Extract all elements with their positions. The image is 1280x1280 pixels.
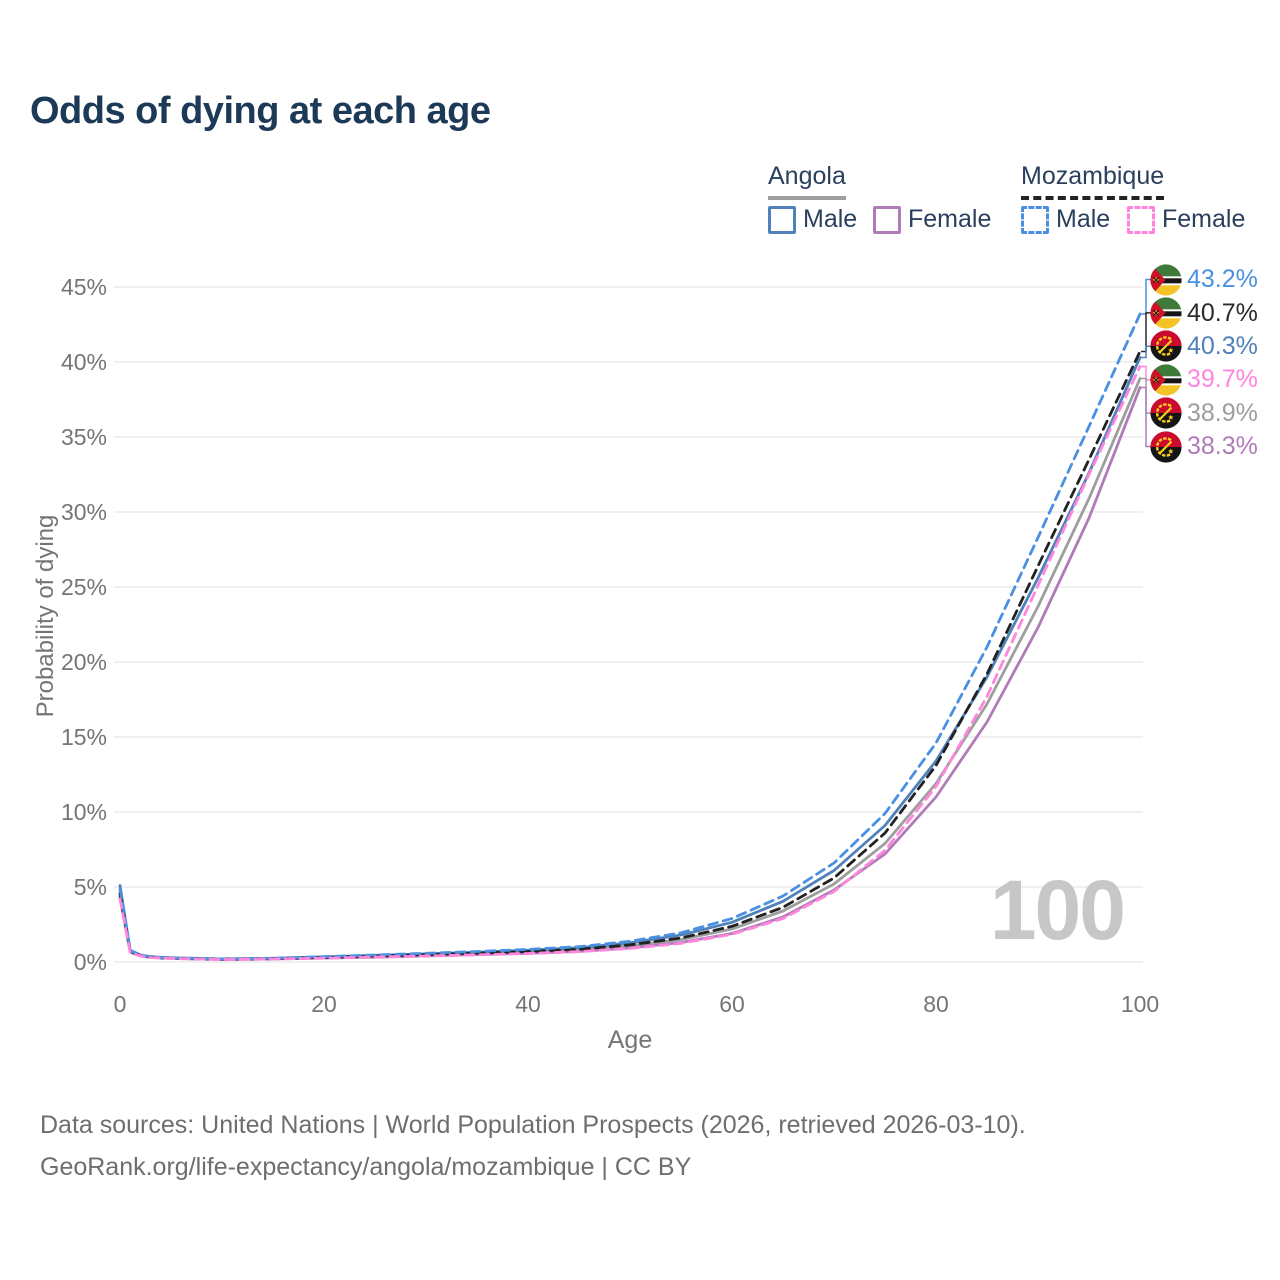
- end-label-row: 38.9%: [1150, 397, 1258, 430]
- legend-item-angola-male[interactable]: Male: [768, 205, 857, 234]
- x-tick-label-0: 0: [114, 991, 127, 1017]
- y-tick-label-40: 40%: [61, 349, 107, 375]
- series-end-labels: 43.2% 40.7%: [1150, 263, 1258, 463]
- angola-male-swatch: [768, 205, 796, 234]
- data-source-line: Data sources: United Nations | World Pop…: [40, 1111, 1026, 1139]
- mozambique-female-swatch: [1127, 205, 1155, 234]
- end-label-connector: [1141, 365, 1151, 381]
- y-tick-label-30: 30%: [61, 499, 107, 525]
- x-tick-label-40: 40: [515, 991, 541, 1017]
- end-value: 38.9%: [1187, 398, 1258, 427]
- x-tick-label-60: 60: [719, 991, 745, 1017]
- angola-flag-icon: [1150, 397, 1182, 429]
- y-tick-label-25: 25%: [61, 574, 107, 600]
- end-label-row: 39.7%: [1150, 363, 1258, 396]
- y-tick-label-10: 10%: [61, 799, 107, 825]
- x-tick-label-20: 20: [311, 991, 337, 1017]
- end-label-row: 40.3%: [1150, 330, 1258, 363]
- end-label-connector: [1141, 345, 1151, 359]
- hovered-age-indicator: 100: [989, 863, 1126, 957]
- legend-group-mozambique-header: Mozambique: [1021, 162, 1165, 200]
- series-line-mozambique-male[interactable]: [118, 312, 1142, 961]
- y-tick-label-45: 45%: [61, 274, 107, 300]
- y-tick-label-15: 15%: [61, 724, 107, 750]
- legend-item-angola-female[interactable]: Female: [873, 205, 991, 234]
- legend-item-label: Female: [908, 205, 992, 233]
- end-value: 40.7%: [1187, 298, 1258, 327]
- x-tick-label-100: 100: [1121, 991, 1159, 1017]
- y-axis-title: Probability of dying: [32, 514, 59, 718]
- page-title: Odds of dying at each age: [30, 90, 491, 132]
- y-tick-label-35: 35%: [61, 424, 107, 450]
- end-value: 39.7%: [1187, 365, 1258, 394]
- legend-group-angola-header: Angola: [768, 162, 846, 200]
- y-tick-label-20: 20%: [61, 649, 107, 675]
- attribution-line: GeoRank.org/life-expectancy/angola/mozam…: [40, 1153, 692, 1181]
- end-label-row: 38.3%: [1150, 430, 1258, 463]
- end-label-connector: [1141, 312, 1151, 353]
- legend-item-mozambique-male[interactable]: Male: [1021, 205, 1110, 234]
- series-line-angola-male[interactable]: [118, 356, 1142, 961]
- legend-item-mozambique-female[interactable]: Female: [1127, 205, 1245, 234]
- x-axis-title: Age: [607, 1026, 653, 1054]
- mozambique-flag-icon: [1150, 297, 1182, 329]
- footer: Data sources: United Nations | World Pop…: [40, 1104, 1026, 1188]
- end-value: 38.3%: [1187, 432, 1258, 461]
- end-label-connector: [1141, 278, 1151, 315]
- end-value: 43.2%: [1187, 265, 1258, 294]
- legend-item-label: Female: [1162, 205, 1246, 233]
- y-tick-label-0: 0%: [74, 949, 107, 975]
- x-tick-label-80: 80: [923, 991, 949, 1017]
- mozambique-flag-icon: [1150, 264, 1182, 296]
- angola-female-swatch: [873, 205, 901, 234]
- end-label-row: 43.2%: [1150, 263, 1258, 296]
- legend-item-label: Male: [803, 205, 858, 233]
- series-line-mozambique-female[interactable]: [118, 365, 1142, 961]
- mozambique-flag-icon: [1150, 364, 1182, 396]
- end-value: 40.3%: [1187, 331, 1258, 360]
- end-label-row: 40.7%: [1150, 296, 1258, 329]
- mozambique-male-swatch: [1021, 205, 1049, 234]
- y-tick-label-5: 5%: [74, 874, 107, 900]
- legend-item-label: Male: [1056, 205, 1111, 233]
- series-line-angola-both-sexes[interactable]: [118, 377, 1142, 961]
- end-label-connector: [1141, 386, 1151, 448]
- angola-flag-icon: [1150, 431, 1182, 463]
- angola-flag-icon: [1150, 330, 1182, 363]
- series-line-mozambique-both-sexes[interactable]: [118, 350, 1142, 961]
